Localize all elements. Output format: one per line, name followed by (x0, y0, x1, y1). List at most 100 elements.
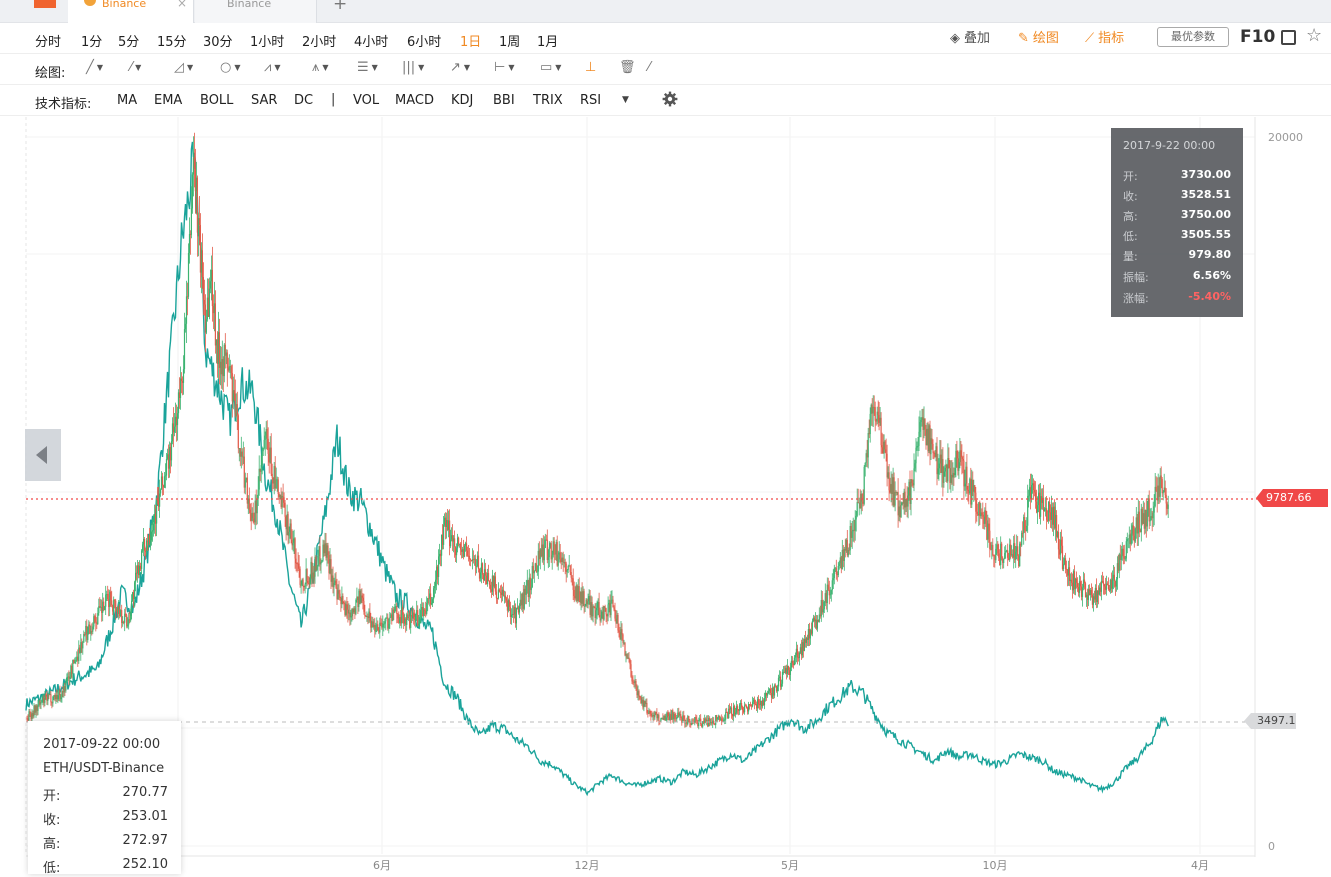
candle-body (858, 502, 860, 504)
candle-body (50, 694, 52, 703)
candle-body (518, 606, 520, 613)
candle-body (462, 549, 465, 557)
period-15m[interactable]: 15分 (157, 35, 187, 50)
indicator-trix[interactable]: TRIX (533, 93, 563, 108)
wave-tool-icon[interactable]: ⩘ ▼ (264, 60, 281, 75)
candle-body (330, 559, 332, 582)
candle-body (568, 565, 570, 567)
gann-tool-icon[interactable]: ||| ▼ (402, 60, 425, 75)
collapse-panel-button[interactable] (25, 429, 61, 481)
candle-body (321, 560, 323, 562)
candle-body (46, 696, 48, 701)
candle-body (147, 540, 149, 542)
candle-body (365, 616, 367, 617)
candle-body (507, 600, 509, 611)
indicator-button[interactable]: ⟋ 指标 (1085, 27, 1124, 46)
magnet-tool-icon[interactable]: ⊥ (585, 60, 597, 75)
tab-close-icon[interactable]: × (176, 0, 187, 10)
draw-button[interactable]: ✎ 绘图 (1018, 27, 1059, 46)
candle-body (987, 523, 989, 540)
period-6h[interactable]: 6小时 (407, 35, 442, 50)
annotation-tool-icon[interactable]: ▭ ▼ (540, 60, 562, 75)
candle-body (677, 712, 679, 718)
channel-tool-icon[interactable]: ◿ ▼ (174, 60, 194, 75)
fullscreen-icon[interactable] (1281, 30, 1296, 45)
indicator-kdj[interactable]: KDJ (451, 93, 474, 108)
period-1h[interactable]: 1小时 (250, 35, 285, 50)
candle-body (241, 451, 243, 457)
arrow-tool-icon[interactable]: ↗ ▼ (450, 60, 471, 75)
candle-body (414, 618, 416, 620)
candle-body (652, 715, 654, 716)
candle-body (587, 601, 589, 605)
period-1m[interactable]: 1分 (81, 35, 103, 50)
candle-body (712, 720, 714, 724)
pattern-tool-icon[interactable]: ⩚ ▼ (312, 60, 329, 75)
candle-body (638, 691, 640, 697)
candle-body (1004, 552, 1006, 560)
period-timeline[interactable]: 分时 (35, 35, 62, 50)
f10-button[interactable]: F10 (1240, 27, 1276, 47)
hide-drawings-icon[interactable]: ⁄ (648, 60, 651, 75)
candle-body (471, 559, 474, 561)
price-chart[interactable]: 6月 12月 5月 10月 4月 0 20000 (0, 117, 1331, 874)
best-params-button[interactable]: 最优参数 (1157, 27, 1229, 47)
candle-body (295, 558, 297, 564)
fibonacci-tool-icon[interactable]: ☰ ▼ (357, 60, 378, 75)
more-indicators-icon[interactable]: ▼ (622, 95, 629, 105)
indicator-ma[interactable]: MA (117, 93, 138, 108)
candle-body (1161, 479, 1163, 494)
tab-binance-second[interactable]: Binance (195, 0, 317, 23)
ray-tool-icon[interactable]: ⁄ ▼ (130, 60, 142, 75)
candle-body (565, 563, 567, 572)
candle-body (493, 576, 495, 587)
candle-body (949, 468, 951, 483)
candle-body (928, 425, 930, 452)
candle-body (1088, 589, 1090, 595)
add-tab-icon[interactable]: + (333, 0, 348, 14)
candle-body (1123, 556, 1125, 559)
candle-body (984, 510, 986, 524)
delete-drawings-icon[interactable]: 🗑︎ (619, 60, 636, 75)
period-2h[interactable]: 2小时 (302, 35, 337, 50)
candle-body (1029, 487, 1031, 496)
trend-line-tool-icon[interactable]: ╱ ▼ (86, 60, 103, 75)
tab-binance-active[interactable]: Binance × (68, 0, 194, 23)
shape-tool-icon[interactable]: ○ ▼ (220, 60, 241, 75)
measure-tool-icon[interactable]: ⊢ ▼ (494, 60, 515, 75)
favorite-star-icon[interactable]: ☆ (1306, 25, 1323, 46)
candle-body (1103, 584, 1105, 587)
candle-body (812, 617, 814, 621)
period-4h[interactable]: 4小时 (354, 35, 389, 50)
indicator-dc[interactable]: DC (294, 93, 314, 108)
candle-body (49, 694, 51, 696)
candle-body (924, 418, 926, 430)
candle-body (912, 483, 914, 486)
candle-body (732, 714, 734, 717)
period-1w[interactable]: 1周 (499, 35, 521, 50)
candle-body (371, 621, 373, 628)
indicator-macd[interactable]: MACD (395, 93, 434, 108)
candle-body (673, 714, 675, 720)
candle-body (904, 491, 906, 508)
indicator-bbi[interactable]: BBI (493, 93, 515, 108)
period-1mo[interactable]: 1月 (537, 35, 559, 50)
indicator-vol[interactable]: VOL (353, 93, 380, 108)
period-5m[interactable]: 5分 (118, 35, 140, 50)
candle-body (782, 671, 785, 673)
period-30m[interactable]: 30分 (203, 35, 233, 50)
settings-gear-icon[interactable] (662, 91, 678, 107)
indicator-boll[interactable]: BOLL (200, 93, 234, 108)
candle-body (816, 620, 818, 629)
indicator-sar[interactable]: SAR (251, 93, 278, 108)
indicator-rsi[interactable]: RSI (580, 93, 602, 108)
candle-body (805, 637, 807, 643)
candle-body (285, 516, 287, 530)
candle-body (292, 542, 294, 546)
candle-body (582, 591, 584, 604)
candle-body (736, 706, 738, 713)
overlay-button[interactable]: ◈ 叠加 (950, 27, 990, 46)
period-1d[interactable]: 1日 (460, 35, 482, 50)
candle-body (909, 481, 911, 504)
indicator-ema[interactable]: EMA (154, 93, 183, 108)
